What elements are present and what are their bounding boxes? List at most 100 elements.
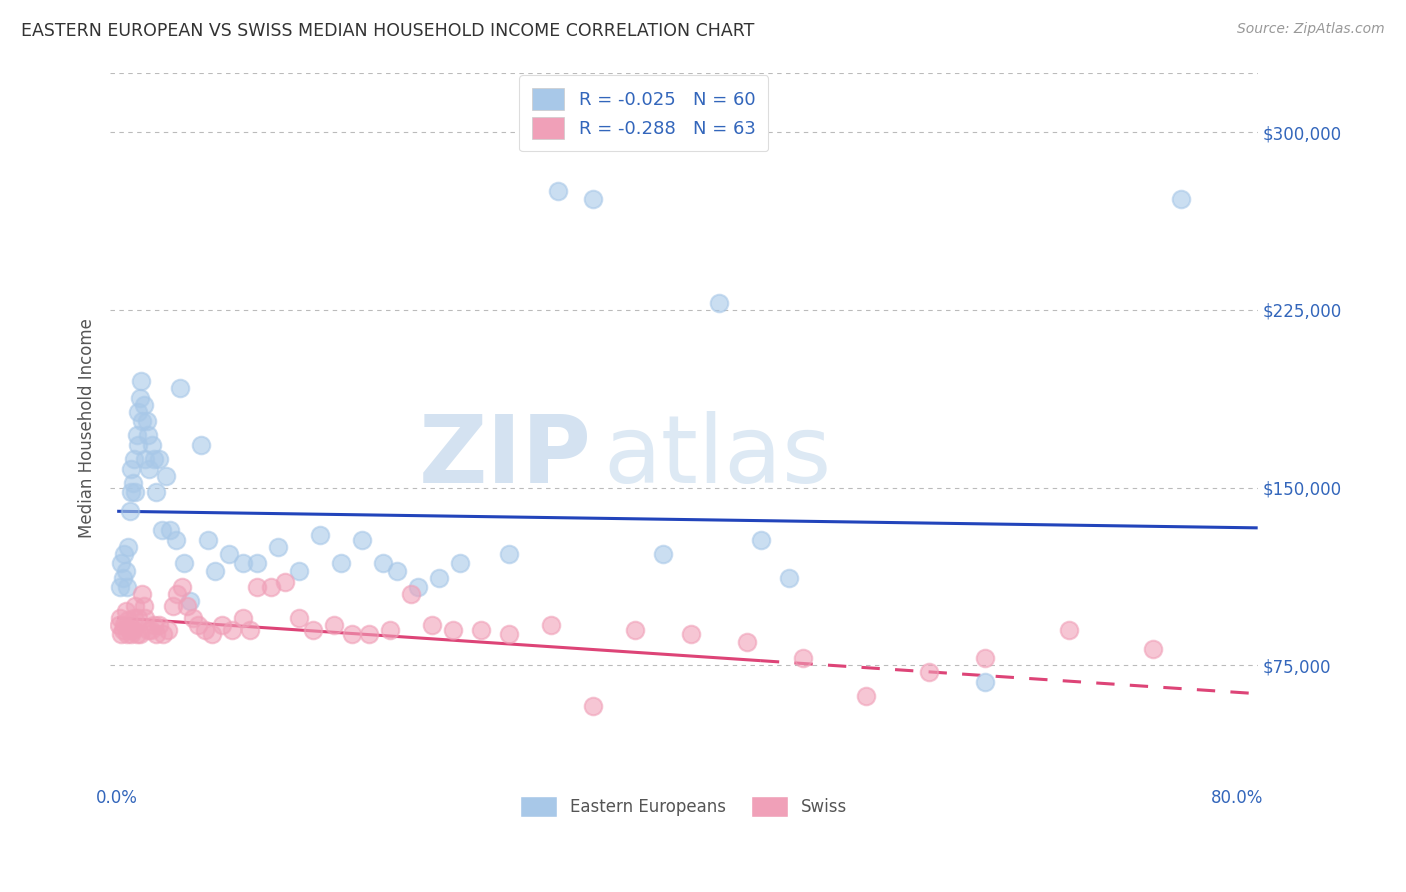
Point [204,564,226,578]
Point [108,580,131,594]
Point [131,587,153,601]
Point [385,564,408,578]
Point [132,599,155,613]
Point [232,611,254,625]
Point [624,623,647,637]
Point [218,547,240,561]
Point [274,575,297,590]
Point [166,587,188,601]
Point [122,452,145,467]
Point [470,623,492,637]
Text: ZIP: ZIP [419,411,592,503]
Point [288,611,311,625]
Point [176,599,198,613]
Point [118,623,141,637]
Point [330,557,353,571]
Legend: Eastern Europeans, Swiss: Eastern Europeans, Swiss [512,789,856,825]
Point [115,627,138,641]
Point [170,580,193,594]
Point [540,618,562,632]
Point [352,533,374,547]
Point [148,452,170,467]
Point [169,381,191,395]
Point [246,557,269,571]
Point [221,623,243,637]
Point [855,689,877,703]
Text: atlas: atlas [603,411,832,503]
Point [179,594,201,608]
Point [309,528,332,542]
Point [145,627,167,641]
Point [707,295,730,310]
Point [973,651,995,665]
Point [302,623,325,637]
Point [735,634,758,648]
Point [117,613,139,627]
Point [159,523,181,537]
Text: Source: ZipAtlas.com: Source: ZipAtlas.com [1237,22,1385,37]
Point [441,623,464,637]
Point [138,461,160,475]
Point [132,398,155,412]
Point [111,623,134,637]
Point [427,571,450,585]
Point [651,547,673,561]
Y-axis label: Median Household Income: Median Household Income [79,318,96,538]
Point [111,571,134,585]
Point [239,623,262,637]
Point [128,627,150,641]
Point [121,623,143,637]
Point [547,185,569,199]
Point [120,461,142,475]
Point [1057,623,1080,637]
Point [152,627,174,641]
Point [108,611,131,625]
Point [110,627,132,641]
Point [124,599,146,613]
Point [118,504,141,518]
Point [156,623,179,637]
Point [148,618,170,632]
Point [267,540,290,554]
Point [142,452,165,467]
Point [115,580,138,594]
Point [749,533,772,547]
Point [131,414,153,428]
Point [136,623,159,637]
Point [121,475,143,490]
Point [150,523,173,537]
Point [181,611,204,625]
Point [117,540,139,554]
Point [112,547,135,561]
Point [378,623,401,637]
Point [127,438,149,452]
Point [498,627,520,641]
Point [679,627,702,641]
Point [165,533,187,547]
Point [582,192,605,206]
Point [155,468,177,483]
Point [246,580,269,594]
Point [288,564,311,578]
Point [120,485,142,500]
Point [323,618,346,632]
Point [1142,641,1164,656]
Point [142,618,165,632]
Point [114,604,136,618]
Point [173,557,195,571]
Point [232,557,254,571]
Point [127,611,149,625]
Point [792,651,814,665]
Point [145,485,167,500]
Point [122,611,145,625]
Point [190,438,212,452]
Point [134,611,156,625]
Point [110,557,132,571]
Point [125,428,148,442]
Point [342,627,364,641]
Point [124,485,146,500]
Point [107,618,129,632]
Point [139,623,162,637]
Point [498,547,520,561]
Point [112,618,135,632]
